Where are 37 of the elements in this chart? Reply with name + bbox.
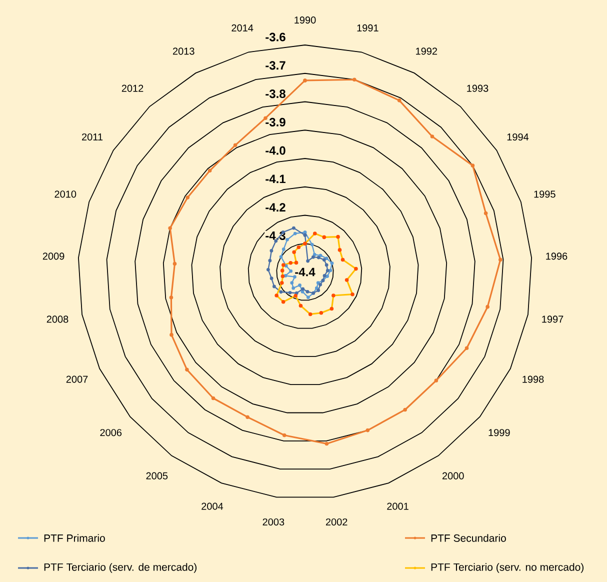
spoke-label: 2011	[82, 133, 103, 141]
spoke-label: 2000	[442, 472, 464, 480]
spoke-label: 2012	[122, 84, 144, 92]
spoke-label: 2009	[42, 252, 64, 260]
y-tick-label: -3.6	[266, 32, 286, 42]
legend-label: PTF Primario	[44, 534, 105, 542]
spoke-label: 1996	[546, 252, 568, 260]
y-tick-label: -3.7	[266, 61, 286, 70]
spoke-label: 2002	[326, 518, 348, 526]
spoke-label: 2013	[172, 48, 194, 55]
y-tick-label: -3.9	[266, 118, 286, 126]
y-tick-label: -4.4	[295, 268, 316, 276]
spoke-label: 2014	[232, 24, 254, 32]
spoke-label: 1998	[522, 376, 544, 383]
spoke-label: 1992	[416, 48, 438, 55]
spoke-label: 1994	[507, 133, 529, 141]
spoke-label: 1990	[294, 16, 316, 24]
y-tick-label: -4.1	[266, 174, 286, 184]
spoke-label: 1993	[467, 84, 488, 92]
spoke-label: 1991	[357, 24, 378, 32]
spoke-label: 2001	[387, 502, 408, 510]
y-tick-label: -3.8	[266, 90, 286, 98]
y-tick-label: -4.0	[266, 146, 286, 155]
spoke-label: 2004	[202, 502, 224, 510]
spoke-label: 2006	[100, 429, 122, 436]
spoke-label: 2010	[54, 190, 76, 198]
spoke-label: 2005	[146, 472, 168, 480]
legend-label: PTF Terciario (serv. de mercado)	[44, 563, 197, 573]
spoke-label: 2007	[66, 376, 88, 383]
spoke-label: 1995	[534, 190, 556, 198]
spoke-label: 2008	[46, 316, 68, 323]
spoke-label: 1997	[542, 316, 564, 323]
y-tick-label: -4.2	[266, 203, 286, 212]
legend-label: PTF Terciario (serv. no mercado)	[431, 563, 584, 573]
spoke-label: 2003	[262, 518, 284, 526]
legend-label: PTF Secundario	[431, 534, 506, 542]
spoke-label: 1999	[488, 429, 510, 436]
